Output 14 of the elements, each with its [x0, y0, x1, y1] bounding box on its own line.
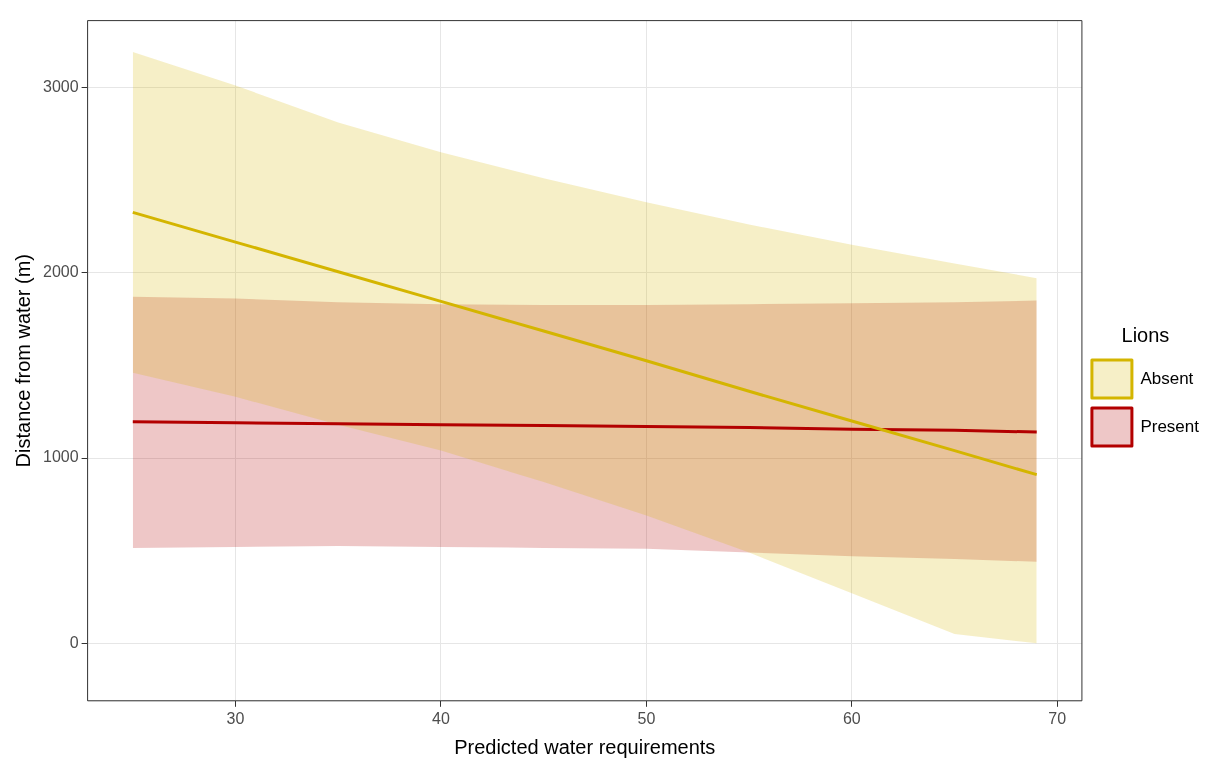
x-tick-label: 50: [637, 709, 656, 727]
y-tick-label: 1000: [43, 448, 79, 466]
x-tick-label: 40: [432, 709, 450, 727]
legend-label: Present: [1140, 416, 1200, 436]
legend-title: Lions: [1121, 323, 1170, 346]
legend-label: Absent: [1140, 368, 1194, 388]
y-tick-label: 3000: [43, 77, 79, 95]
x-axis-title: Predicted water requirements: [454, 735, 716, 758]
y-tick-label: 2000: [43, 263, 79, 281]
x-tick-label: 60: [842, 709, 861, 727]
x-tick-label: 30: [226, 709, 245, 727]
y-tick-label: 0: [69, 633, 79, 651]
y-axis-title: Distance from water (m): [11, 254, 34, 468]
x-tick-label: 70: [1048, 709, 1067, 727]
